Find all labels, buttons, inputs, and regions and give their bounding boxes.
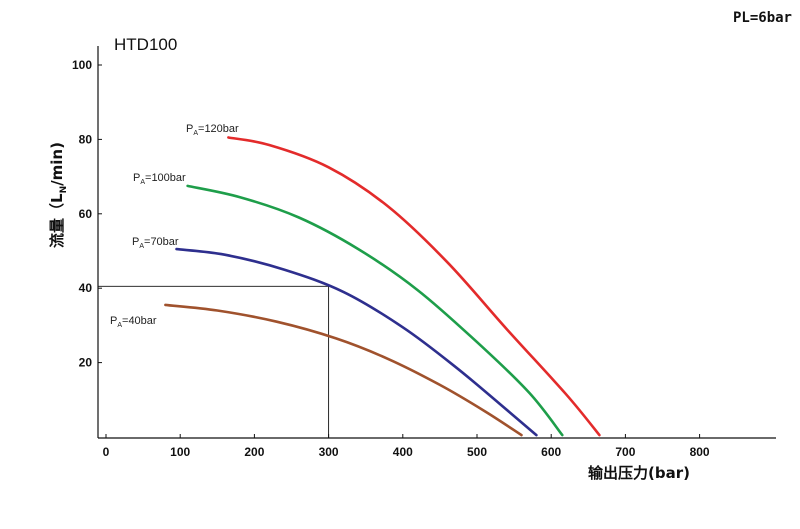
series-group bbox=[164, 136, 601, 437]
series-line-40bar bbox=[164, 303, 523, 437]
x-tick-label: 500 bbox=[467, 445, 487, 459]
series-label-subscript: A bbox=[117, 322, 122, 329]
reference-lines bbox=[98, 285, 330, 438]
series-label-prefix: P bbox=[110, 315, 117, 327]
axes: 20 40 60 80 100 0 100 200 300 400 500 600 700 800 bbox=[72, 46, 776, 459]
chart-title: HTD100 bbox=[114, 35, 177, 54]
x-axis-title: 输出压力(bar) bbox=[588, 464, 690, 482]
x-tick-label: 800 bbox=[690, 445, 710, 459]
text-group: PA=120barPA=100barPA=70barPA=40barHTD100… bbox=[48, 10, 792, 482]
x-tick-label: 100 bbox=[170, 445, 190, 459]
series-label-40bar: PA=40bar bbox=[110, 315, 157, 329]
y-axis-title-main: 流量（L bbox=[48, 193, 66, 248]
series-line-100bar bbox=[186, 184, 564, 437]
series-label-prefix: P bbox=[133, 172, 140, 184]
chart-subtitle: PL=6bar bbox=[733, 10, 792, 26]
series-label-prefix: P bbox=[186, 123, 193, 135]
series-label-120bar: PA=120bar bbox=[186, 123, 239, 137]
y-axis-title: 流量（LN/min) bbox=[48, 142, 69, 248]
series-label-suffix: =100bar bbox=[145, 172, 186, 184]
y-tick-label: 40 bbox=[79, 281, 93, 295]
series-label-100bar: PA=100bar bbox=[133, 172, 186, 186]
x-tick-label: 0 bbox=[103, 445, 110, 459]
series-label-suffix: =40bar bbox=[122, 315, 157, 327]
series-label-70bar: PA=70bar bbox=[132, 236, 179, 250]
series-label-subscript: A bbox=[139, 243, 144, 250]
x-tick-label: 600 bbox=[541, 445, 561, 459]
series-line-70bar bbox=[175, 247, 538, 437]
series-label-prefix: P bbox=[132, 236, 139, 248]
y-tick-label: 80 bbox=[79, 132, 93, 146]
series-line-120bar bbox=[227, 136, 601, 437]
y-tick-label: 20 bbox=[79, 356, 93, 370]
y-tick-label: 100 bbox=[72, 58, 92, 72]
series-label-subscript: A bbox=[193, 130, 198, 137]
series-label-suffix: =70bar bbox=[144, 236, 179, 248]
y-tick-label: 60 bbox=[79, 207, 93, 221]
series-label-subscript: A bbox=[140, 179, 145, 186]
y-axis-title-subscript: N bbox=[59, 186, 69, 194]
x-tick-label: 300 bbox=[319, 445, 339, 459]
x-tick-label: 700 bbox=[615, 445, 635, 459]
x-tick-label: 400 bbox=[393, 445, 413, 459]
x-tick-label: 200 bbox=[244, 445, 264, 459]
y-axis-title-tail: /min) bbox=[48, 142, 66, 186]
series-label-suffix: =120bar bbox=[198, 123, 239, 135]
